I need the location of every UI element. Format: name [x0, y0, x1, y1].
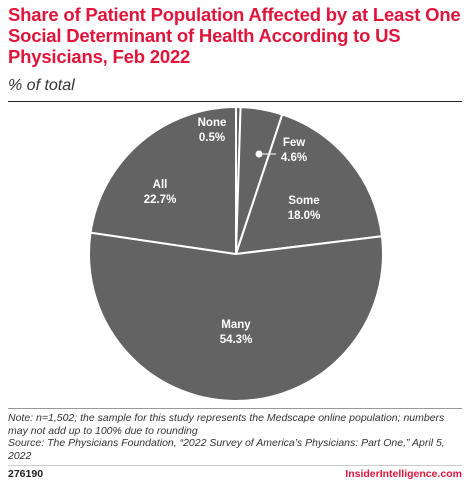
note-text: Note: n=1,502; the sample for this study…	[8, 412, 445, 437]
slice-value-label: 18.0%	[288, 210, 321, 222]
source-text: Source: The Physicians Foundation, “2022…	[8, 437, 445, 462]
pie-slices	[88, 105, 384, 402]
slice-value-label: 4.6%	[281, 152, 307, 164]
few-leader-dot	[255, 150, 263, 158]
slice-label-many: Many 54.3%	[220, 319, 253, 346]
brand-link[interactable]: InsiderIntelligence.com	[345, 468, 462, 480]
slice-label-few: Few 4.6%	[281, 137, 307, 164]
slice-category-label: None	[198, 117, 227, 129]
pie-labels: None 0.5% Few 4.6% Some 18.0% Many 54.3% All 22.7…	[144, 117, 321, 346]
slice-label-some: Some 18.0%	[288, 195, 321, 222]
slice-label-none: None 0.5%	[198, 117, 227, 144]
pie-slice-many	[88, 231, 384, 402]
top-divider	[8, 101, 462, 102]
footer: 276190 InsiderIntelligence.com	[8, 468, 462, 482]
slice-category-label: Some	[288, 195, 319, 207]
chart-subtitle: % of total	[8, 77, 75, 94]
slice-value-label: 22.7%	[144, 194, 177, 206]
pie-slice-some	[235, 113, 383, 255]
chart-notes: Note: n=1,502; the sample for this study…	[8, 412, 463, 462]
slice-value-label: 0.5%	[199, 132, 225, 144]
pie-slice-all	[89, 106, 237, 255]
slice-value-label: 54.3%	[220, 334, 253, 346]
slice-category-label: Many	[221, 319, 251, 331]
footer-divider	[8, 465, 462, 466]
slice-category-label: All	[153, 179, 168, 191]
slice-category-label: Few	[283, 137, 305, 149]
chart-title: Share of Patient Population Affected by …	[8, 4, 461, 67]
chart-id: 276190	[8, 468, 44, 480]
bottom-divider	[8, 408, 462, 409]
pie-chart: None 0.5% Few 4.6% Some 18.0% Many 54.3% All 22.7…	[88, 105, 384, 402]
slice-label-all: All 22.7%	[144, 179, 177, 206]
